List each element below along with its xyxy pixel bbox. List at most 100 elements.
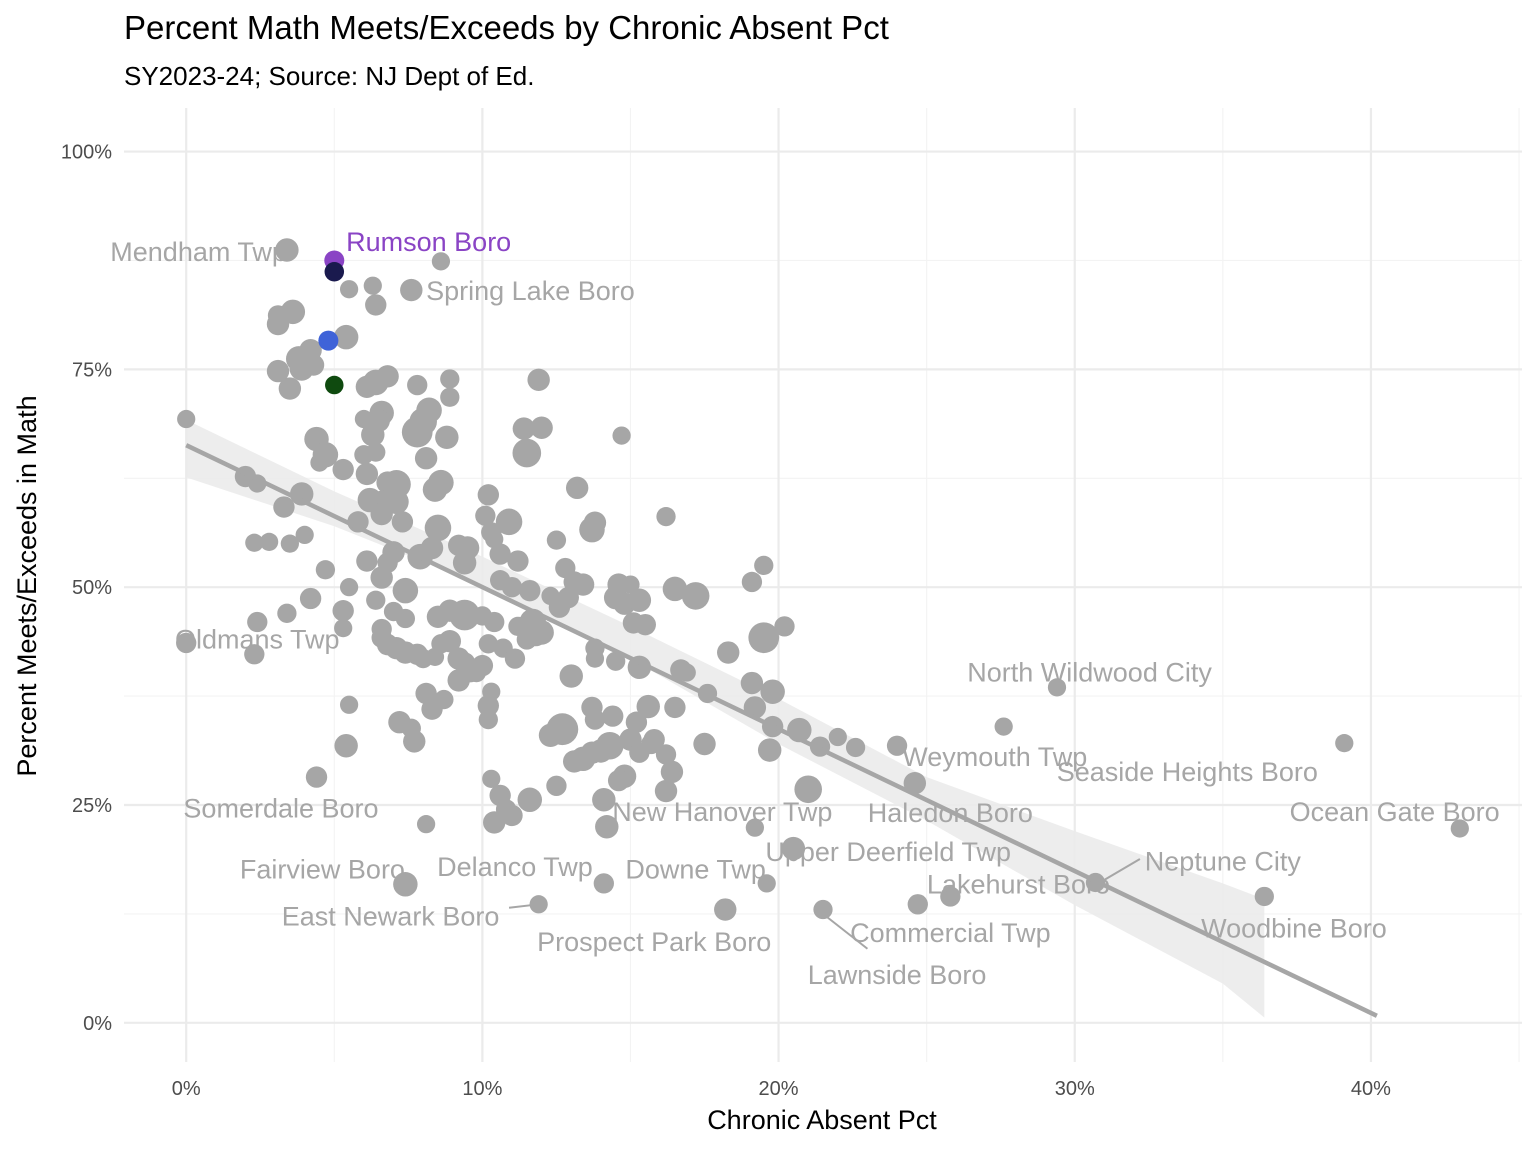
data-point bbox=[595, 815, 619, 839]
y-tick-label: 0% bbox=[83, 1013, 112, 1035]
point-label: Mendham Twp bbox=[110, 237, 287, 267]
data-point bbox=[527, 368, 550, 392]
data-point bbox=[403, 730, 426, 753]
label-leader-line bbox=[1103, 858, 1141, 881]
data-point bbox=[489, 543, 511, 565]
point-label: Upper Deerfield Twp bbox=[765, 837, 1011, 867]
point-label: Oldmans Twp bbox=[175, 624, 340, 654]
data-point bbox=[393, 872, 418, 897]
point-label: Prospect Park Boro bbox=[537, 927, 771, 957]
data-point bbox=[740, 671, 764, 695]
data-point bbox=[754, 555, 774, 576]
data-point bbox=[748, 622, 780, 654]
data-point bbox=[420, 536, 444, 560]
data-point bbox=[356, 550, 378, 572]
chart-title: Percent Math Meets/Exceeds by Chronic Ab… bbox=[124, 9, 889, 46]
data-point bbox=[595, 731, 624, 760]
data-point bbox=[565, 476, 589, 500]
data-point bbox=[557, 586, 579, 609]
data-point bbox=[524, 623, 547, 647]
data-point bbox=[447, 669, 470, 692]
data-point bbox=[760, 679, 785, 704]
data-point bbox=[625, 711, 648, 733]
data-point bbox=[612, 426, 631, 445]
data-point bbox=[584, 709, 606, 730]
data-point bbox=[693, 732, 716, 756]
data-point bbox=[177, 409, 196, 429]
data-point bbox=[681, 582, 710, 610]
data-point bbox=[332, 458, 354, 481]
data-point bbox=[781, 836, 806, 861]
data-point bbox=[559, 664, 583, 688]
highlighted-point bbox=[325, 375, 344, 395]
data-point bbox=[339, 280, 359, 299]
data-point bbox=[512, 417, 536, 440]
data-point bbox=[376, 365, 399, 388]
point-label: Seaside Heights Boro bbox=[1057, 757, 1318, 787]
y-tick-label: 100% bbox=[61, 142, 112, 164]
point-label: Somerdale Boro bbox=[183, 793, 378, 823]
data-point bbox=[266, 359, 290, 383]
data-point bbox=[530, 416, 553, 439]
data-point bbox=[305, 766, 328, 788]
data-point bbox=[414, 447, 438, 470]
data-point bbox=[275, 238, 299, 262]
point-label: Commercial Twp bbox=[850, 918, 1051, 948]
data-point bbox=[245, 533, 264, 552]
highlighted-point bbox=[324, 262, 345, 282]
data-point bbox=[382, 470, 411, 499]
data-point bbox=[538, 723, 563, 748]
y-tick-label: 75% bbox=[72, 359, 112, 381]
data-point bbox=[745, 818, 764, 837]
y-tick-label: 50% bbox=[72, 577, 112, 599]
data-point bbox=[519, 579, 541, 602]
point-label: Delanco Twp bbox=[437, 852, 593, 882]
data-point bbox=[363, 276, 382, 295]
data-point bbox=[482, 769, 501, 788]
data-point bbox=[501, 577, 523, 598]
data-point bbox=[400, 278, 423, 302]
data-point bbox=[332, 600, 354, 622]
data-points bbox=[176, 238, 1469, 921]
data-point bbox=[482, 682, 501, 701]
data-point bbox=[339, 695, 359, 714]
data-point bbox=[621, 575, 640, 594]
data-point bbox=[662, 576, 688, 602]
gridlines bbox=[124, 108, 1522, 1062]
data-point bbox=[627, 588, 652, 612]
data-point bbox=[1047, 678, 1067, 697]
trend-line bbox=[185, 443, 1378, 1018]
data-point bbox=[1335, 734, 1354, 753]
data-point bbox=[643, 728, 665, 751]
data-point bbox=[714, 898, 737, 921]
x-axis-ticks: 0% 10% 20% 30% 40% bbox=[172, 1078, 1391, 1100]
data-point bbox=[440, 387, 460, 407]
data-point bbox=[1450, 819, 1469, 838]
data-point bbox=[449, 599, 480, 631]
data-point bbox=[907, 894, 928, 915]
x-tick-label: 30% bbox=[1055, 1078, 1095, 1100]
highlighted-points bbox=[318, 250, 345, 395]
data-point bbox=[606, 651, 626, 671]
data-point bbox=[278, 377, 302, 400]
data-point bbox=[677, 663, 696, 682]
data-point bbox=[334, 734, 358, 758]
data-point bbox=[438, 629, 462, 653]
point-label: Haledon Boro bbox=[868, 798, 1033, 828]
data-point bbox=[475, 505, 496, 526]
data-point bbox=[660, 760, 684, 784]
highlighted-point bbox=[318, 330, 339, 351]
data-point bbox=[579, 516, 605, 543]
point-label: Rumson Boro bbox=[346, 227, 511, 257]
data-point bbox=[176, 632, 197, 654]
data-point bbox=[416, 815, 436, 834]
data-point bbox=[607, 769, 630, 792]
data-point bbox=[452, 551, 477, 575]
data-point bbox=[845, 737, 866, 758]
data-point bbox=[585, 649, 605, 668]
data-point bbox=[273, 496, 295, 518]
data-point bbox=[717, 641, 740, 664]
data-point bbox=[504, 648, 526, 669]
data-point bbox=[416, 397, 442, 424]
